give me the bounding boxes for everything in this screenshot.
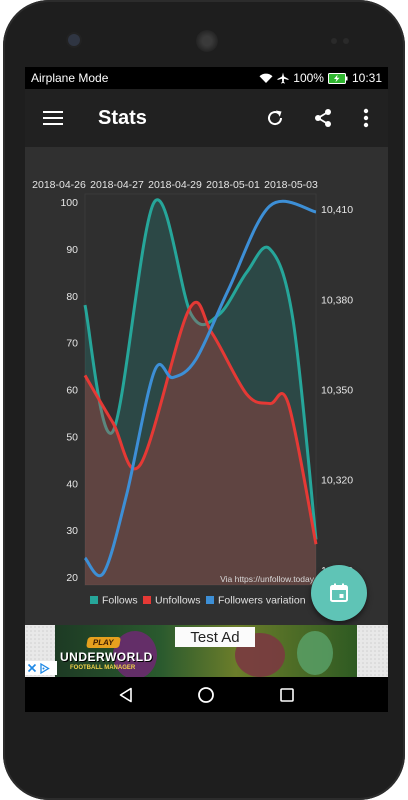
right-tick-label: 10,380 bbox=[321, 294, 353, 306]
ad-play-badge: PLAY bbox=[86, 637, 121, 648]
recents-button[interactable] bbox=[273, 681, 301, 709]
left-tick-label: 80 bbox=[66, 291, 78, 303]
share-icon bbox=[315, 109, 331, 127]
left-tick-label: 50 bbox=[66, 431, 78, 443]
top-tick-label: 2018-04-27 bbox=[90, 179, 144, 191]
legend-swatch-follows bbox=[90, 596, 98, 604]
earpiece-speaker bbox=[196, 30, 218, 52]
legend-swatch-variation bbox=[206, 596, 214, 604]
page-title: Stats bbox=[98, 107, 147, 129]
navigation-bar bbox=[25, 677, 388, 712]
clock: 10:31 bbox=[351, 71, 382, 85]
status-bar: Airplane Mode 100% 10:31 bbox=[25, 67, 388, 89]
series-line-followers-variation bbox=[83, 199, 317, 577]
legend-swatch-unfollows bbox=[143, 596, 151, 604]
refresh-button[interactable] bbox=[261, 104, 289, 132]
ad-choices[interactable] bbox=[25, 661, 57, 675]
ad-banner[interactable]: PLAY UNDERWORLD FOOTBALL MANAGER Test Ad bbox=[25, 625, 388, 677]
calendar-fab[interactable] bbox=[311, 565, 367, 621]
legend-follows: Follows bbox=[102, 595, 138, 607]
top-tick-label: 2018-05-03 bbox=[264, 179, 318, 191]
top-tick-label: 2018-04-26 bbox=[32, 179, 86, 191]
calendar-icon bbox=[330, 583, 348, 602]
battery-percent: 100% bbox=[293, 71, 324, 85]
ad-brand: UNDERWORLD bbox=[60, 650, 153, 664]
left-tick-label: 70 bbox=[66, 338, 78, 350]
battery-icon bbox=[327, 72, 348, 84]
overflow-menu-button[interactable] bbox=[352, 104, 380, 132]
left-tick-label: 30 bbox=[66, 525, 78, 537]
series-layer bbox=[83, 198, 318, 585]
phone-frame: Airplane Mode 100% 10:31 bbox=[3, 0, 405, 800]
series-line-follows bbox=[83, 198, 318, 540]
legend-followers-variation: Followers variation bbox=[218, 595, 306, 607]
home-icon bbox=[198, 687, 214, 703]
left-tick-label: 90 bbox=[66, 244, 78, 256]
more-vert-icon bbox=[363, 108, 369, 128]
right-tick-label: 10,320 bbox=[321, 475, 353, 487]
close-icon[interactable] bbox=[27, 663, 37, 673]
carrier-label: Airplane Mode bbox=[31, 71, 109, 85]
left-tick-label: 100 bbox=[60, 197, 78, 209]
top-tick-label: 2018-05-01 bbox=[206, 179, 260, 191]
share-button[interactable] bbox=[309, 104, 337, 132]
recents-icon bbox=[280, 688, 294, 702]
series-area-unfollows bbox=[85, 302, 316, 585]
refresh-icon bbox=[268, 110, 283, 126]
watermark: Via https://unfollow.today bbox=[220, 574, 315, 584]
left-tick-label: 40 bbox=[66, 478, 78, 490]
top-tick-label: 2018-04-29 bbox=[148, 179, 202, 191]
legend-unfollows: Unfollows bbox=[155, 595, 201, 607]
ad-subtitle: FOOTBALL MANAGER bbox=[70, 665, 136, 671]
ad-choices-icon[interactable] bbox=[39, 662, 50, 674]
ad-label: Test Ad bbox=[175, 627, 255, 647]
left-tick-label: 60 bbox=[66, 385, 78, 397]
back-icon bbox=[119, 687, 132, 703]
left-axis: 100 90 80 70 60 50 40 30 20 bbox=[60, 197, 78, 584]
right-tick-label: 10,410 bbox=[321, 204, 353, 216]
back-button[interactable] bbox=[112, 681, 140, 709]
light-sensor bbox=[343, 38, 349, 44]
stats-chart: 2018-04-26 2018-04-27 2018-04-29 2018-05-01… bbox=[25, 147, 388, 617]
left-tick-label: 20 bbox=[66, 572, 78, 584]
top-axis: 2018-04-26 2018-04-27 2018-04-29 2018-05-01… bbox=[32, 179, 318, 191]
app-bar: Stats bbox=[25, 89, 388, 147]
chart-svg: 2018-04-26 2018-04-27 2018-04-29 2018-05-01… bbox=[32, 179, 353, 607]
front-camera bbox=[68, 34, 80, 46]
screen: Airplane Mode 100% 10:31 bbox=[25, 67, 388, 712]
series-area-follows bbox=[85, 199, 316, 585]
wifi-icon bbox=[259, 73, 273, 83]
home-button[interactable] bbox=[192, 681, 220, 709]
menu-button[interactable] bbox=[39, 104, 67, 132]
hamburger-icon bbox=[43, 111, 63, 125]
proximity-sensor bbox=[331, 38, 337, 44]
right-tick-label: 10,350 bbox=[321, 385, 353, 397]
chart-legend: Follows Unfollows Followers variation bbox=[90, 595, 306, 607]
airplane-icon bbox=[277, 72, 289, 84]
